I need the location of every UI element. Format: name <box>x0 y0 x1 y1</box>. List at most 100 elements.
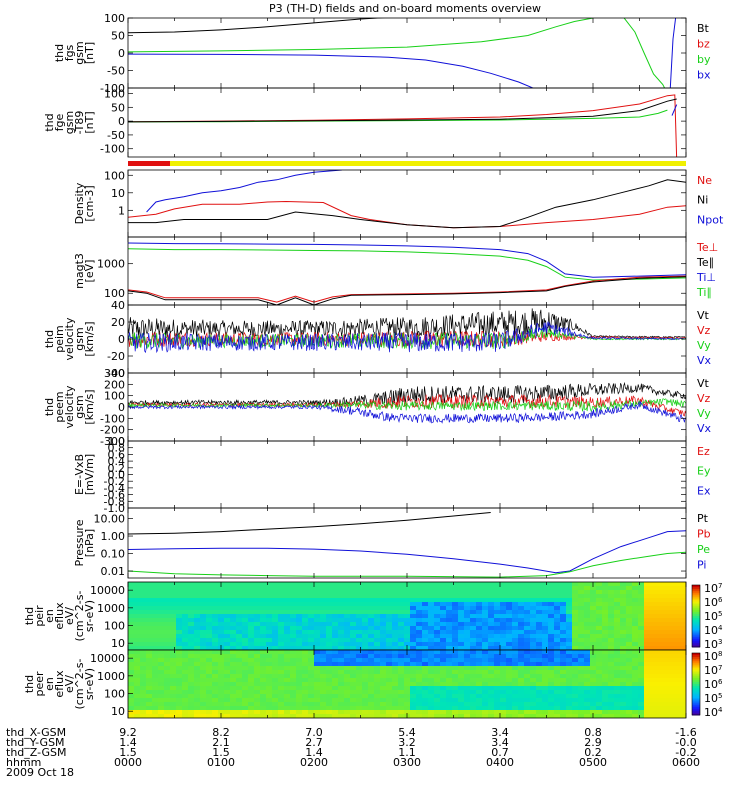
spectrogram-cell <box>302 594 309 599</box>
spectrogram-cell <box>326 662 333 667</box>
spectrogram-cell <box>446 686 453 691</box>
spectrogram-cell <box>476 674 483 679</box>
spectrogram-cell <box>164 714 171 718</box>
spectrogram-cell <box>272 630 279 635</box>
spectrogram-cell <box>134 634 141 639</box>
spectrogram-cell <box>200 706 207 711</box>
y-axis-label: peer <box>33 671 46 697</box>
spectrogram-cell <box>314 598 321 603</box>
spectrogram-cell <box>350 594 357 599</box>
spectrogram-cell <box>584 630 591 635</box>
spectrogram-cell <box>506 626 513 631</box>
spectrogram-cell <box>338 674 345 679</box>
spectrogram-cell <box>188 686 195 691</box>
spectrogram-cell <box>176 602 183 607</box>
spectrogram-cell <box>314 662 321 667</box>
spectrogram-cell <box>650 626 657 631</box>
spectrogram-cell <box>608 698 615 703</box>
spectrogram-cell <box>644 682 651 687</box>
spectrogram-cell <box>212 614 219 619</box>
spectrogram-cell <box>506 594 513 599</box>
spectrogram-cell <box>230 654 237 659</box>
spectrogram-cell <box>674 650 681 655</box>
spectrogram-cell <box>170 710 177 715</box>
spectrogram-cell <box>656 658 663 663</box>
spectrogram-cell <box>278 706 285 711</box>
spectrogram-cell <box>290 702 297 707</box>
spectrogram-cell <box>452 594 459 599</box>
spectrogram-cell <box>440 598 447 603</box>
spectrogram-cell <box>356 594 363 599</box>
spectrogram-cell <box>272 686 279 691</box>
colorbar-step <box>692 628 700 631</box>
spectrogram-cell <box>254 590 261 595</box>
spectrogram-cell <box>506 598 513 603</box>
panel-6: 3002001000-100-200-300thdpeemvelocitygsm… <box>43 367 712 448</box>
spectrogram-cell <box>650 614 657 619</box>
spectrogram-cell <box>308 678 315 683</box>
spectrogram-cell <box>638 646 645 650</box>
spectrogram-cell <box>446 626 453 631</box>
spectrogram-cell <box>476 626 483 631</box>
spectrogram-cell <box>452 602 459 607</box>
spectrogram-cell <box>260 646 267 650</box>
spectrogram-cell <box>524 654 531 659</box>
spectrogram-cell <box>638 598 645 603</box>
spectrogram-cell <box>212 602 219 607</box>
spectrogram-cell <box>350 710 357 715</box>
spectrogram-cell <box>494 674 501 679</box>
spectrogram-cell <box>200 598 207 603</box>
spectrogram-cell <box>302 686 309 691</box>
spectrogram-cell <box>302 586 309 591</box>
spectrogram-cell <box>362 606 369 611</box>
spectrogram-cell <box>230 702 237 707</box>
spectrogram-cell <box>644 618 651 623</box>
spectrogram-cell <box>290 610 297 615</box>
spectrogram-cell <box>134 614 141 619</box>
spectrogram-cell <box>662 698 669 703</box>
spectrogram-cell <box>524 666 531 671</box>
spectrogram-cell <box>248 706 255 711</box>
spectrogram-cell <box>680 670 686 675</box>
spectrogram-cell <box>590 710 597 715</box>
spectrogram-cell <box>524 642 531 647</box>
spectrogram-cell <box>200 690 207 695</box>
spectrogram-cell <box>236 594 243 599</box>
spectrogram-cell <box>638 638 645 643</box>
spectrogram-cell <box>542 602 549 607</box>
spectrogram-cell <box>476 646 483 650</box>
spectrogram-cell <box>428 686 435 691</box>
spectrogram-cell <box>560 634 567 639</box>
spectrogram-cell <box>488 690 495 695</box>
spectrogram-cell <box>242 690 249 695</box>
spectrogram-cell <box>368 622 375 627</box>
footer-value: 1.4 <box>119 736 137 749</box>
spectrogram-cell <box>356 686 363 691</box>
spectrogram-cell <box>506 702 513 707</box>
spectrogram-cell <box>164 586 171 591</box>
spectrogram-cell <box>194 610 201 615</box>
spectrogram-cell <box>488 650 495 655</box>
spectrogram-cell <box>422 594 429 599</box>
spectrogram-cell <box>230 714 237 718</box>
spectrogram-cell <box>398 666 405 671</box>
spectrogram-cell <box>482 646 489 650</box>
spectrogram-cell <box>188 710 195 715</box>
spectrogram-cell <box>506 582 513 587</box>
spectrogram-cell <box>428 594 435 599</box>
spectrogram-cell <box>626 598 633 603</box>
spectrogram-cell <box>674 654 681 659</box>
spectrogram-cell <box>344 662 351 667</box>
footer-value: 1.5 <box>212 746 230 759</box>
spectrogram-cell <box>458 650 465 655</box>
spectrogram-cell <box>164 590 171 595</box>
spectrogram-cell <box>134 666 141 671</box>
spectrogram-cell <box>368 594 375 599</box>
spectrogram-cell <box>668 590 675 595</box>
spectrogram-cell <box>536 714 543 718</box>
spectrogram-cell <box>362 666 369 671</box>
spectrogram-cell <box>410 614 417 619</box>
spectrogram-cell <box>470 702 477 707</box>
spectrogram-cell <box>320 654 327 659</box>
spectrogram-cell <box>338 582 345 587</box>
